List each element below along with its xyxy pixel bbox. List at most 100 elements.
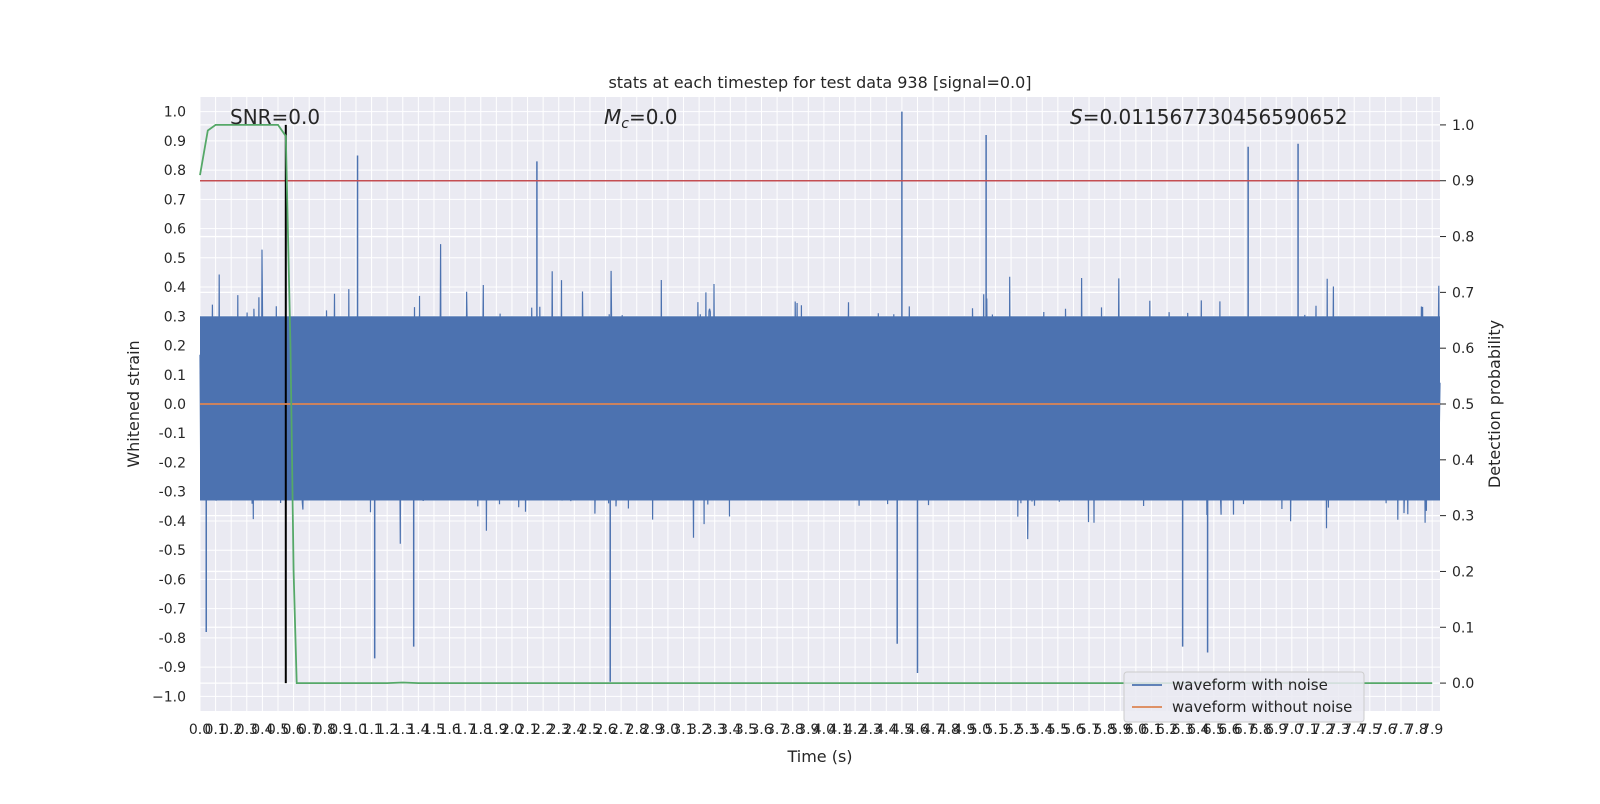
x-tick-label: 7.7 xyxy=(1390,722,1412,738)
y-tick-label-right: 1.0 xyxy=(1452,118,1474,134)
x-tick-label: 4.2 xyxy=(844,722,866,738)
x-tick-label: 5.3 xyxy=(1016,722,1038,738)
x-tick-label: 2.0 xyxy=(501,722,523,738)
x-tick-label: 5.6 xyxy=(1062,722,1084,738)
x-tick-label: 0.6 xyxy=(282,722,304,738)
legend-box xyxy=(1123,671,1365,723)
y-tick-label: -0.7 xyxy=(159,602,186,618)
y-tick-label: -0.9 xyxy=(159,660,186,676)
y-tick-label: 0.4 xyxy=(164,280,186,296)
x-tick-label: 6.6 xyxy=(1218,722,1240,738)
ticks: 0.00.10.20.30.40.50.60.70.80.91.01.11.21… xyxy=(152,105,1474,738)
legend: waveform with noise waveform without noi… xyxy=(1123,671,1365,723)
x-tick-label: 2.8 xyxy=(626,722,648,738)
detection-probability-line xyxy=(199,124,1433,684)
x-tick-label: 6.5 xyxy=(1203,722,1225,738)
x-axis-label: Time (s) xyxy=(786,747,852,766)
x-tick-label: 5.5 xyxy=(1047,722,1069,738)
series-lines xyxy=(199,124,1440,684)
waveform-with-noise-band xyxy=(200,316,1440,501)
x-tick-label: 1.1 xyxy=(360,722,382,738)
annotation-mc-subscript: c xyxy=(621,116,629,132)
x-tick-label: 3.2 xyxy=(688,722,710,738)
y-tick-label: 0.0 xyxy=(164,397,186,413)
x-tick-label: 4.7 xyxy=(922,722,944,738)
x-tick-label: 3.0 xyxy=(657,722,679,738)
x-tick-label: 1.2 xyxy=(376,722,398,738)
x-tick-label: 0.8 xyxy=(314,722,336,738)
x-tick-label: 1.6 xyxy=(438,722,460,738)
x-tick-label: 1.0 xyxy=(345,722,367,738)
y-tick-label: -0.6 xyxy=(159,572,186,588)
x-tick-label: 2.2 xyxy=(532,722,554,738)
x-tick-label: 6.0 xyxy=(1125,722,1147,738)
x-tick-label: 7.2 xyxy=(1312,722,1334,738)
y-tick-label: -0.3 xyxy=(159,485,186,501)
x-tick-label: 7.5 xyxy=(1359,722,1381,738)
y-tick-label: 0.8 xyxy=(164,163,186,179)
x-tick-label: 3.9 xyxy=(797,722,819,738)
x-tick-label: 7.8 xyxy=(1405,722,1427,738)
y-tick-label-right: 0.2 xyxy=(1452,564,1474,580)
x-tick-label: 6.3 xyxy=(1172,722,1194,738)
x-tick-label: 7.9 xyxy=(1421,722,1443,738)
x-tick-label: 2.6 xyxy=(594,722,616,738)
y-tick-label: 0.2 xyxy=(164,339,186,355)
x-tick-label: 6.7 xyxy=(1234,722,1256,738)
x-tick-label: 6.2 xyxy=(1156,722,1178,738)
x-tick-label: 2.3 xyxy=(548,722,570,738)
y-tick-label-right: 0.9 xyxy=(1452,174,1474,190)
x-tick-label: 1.5 xyxy=(423,722,445,738)
y-tick-label-right: 0.6 xyxy=(1452,341,1474,357)
x-tick-label: 2.5 xyxy=(579,722,601,738)
x-tick-label: 6.1 xyxy=(1140,722,1162,738)
x-tick-label: 3.4 xyxy=(719,722,741,738)
annotation-snr: SNR=0.0 xyxy=(230,105,320,129)
x-tick-label: 3.5 xyxy=(735,722,757,738)
y-tick-label-right: 0.1 xyxy=(1452,620,1474,636)
y-tick-label-right: 0.7 xyxy=(1452,285,1474,301)
y-tick-label-right: 0.3 xyxy=(1452,509,1474,525)
annotation-mc-symbol: M xyxy=(604,105,621,129)
y-tick-label: 0.5 xyxy=(164,251,186,267)
x-tick-label: 5.7 xyxy=(1078,722,1100,738)
y-tick-label: 1.0 xyxy=(164,105,186,121)
y-tick-label: 0.1 xyxy=(164,368,186,384)
x-tick-label: 1.4 xyxy=(407,722,429,738)
x-tick-label: 6.8 xyxy=(1249,722,1271,738)
x-tick-label: 4.0 xyxy=(813,722,835,738)
annotation-s: S=0.011567730456590652 xyxy=(1070,105,1348,129)
y-tick-label-right: 0.0 xyxy=(1452,676,1474,692)
y-tick-label: -0.5 xyxy=(159,543,186,559)
x-tick-label: 4.1 xyxy=(828,722,850,738)
x-tick-label: 3.7 xyxy=(766,722,788,738)
y-tick-label: -0.2 xyxy=(159,455,186,471)
y-tick-label: -0.8 xyxy=(159,631,186,647)
y-tick-label: -0.1 xyxy=(159,426,186,442)
y-tick-label-right: 0.5 xyxy=(1452,397,1474,413)
y-axis-label-right: Detection probability xyxy=(1485,320,1504,488)
x-tick-label: 2.9 xyxy=(641,722,663,738)
y-tick-label-right: 0.8 xyxy=(1452,230,1474,246)
x-tick-label: 0.2 xyxy=(220,722,242,738)
x-tick-label: 7.3 xyxy=(1327,722,1349,738)
x-tick-label: 0.0 xyxy=(189,722,211,738)
x-tick-label: 0.9 xyxy=(329,722,351,738)
x-tick-label: 3.3 xyxy=(704,722,726,738)
x-tick-label: 7.4 xyxy=(1343,722,1365,738)
x-tick-label: 4.3 xyxy=(860,722,882,738)
x-tick-label: 3.6 xyxy=(750,722,772,738)
x-tick-label: 4.5 xyxy=(891,722,913,738)
x-tick-label: 4.6 xyxy=(906,722,928,738)
annotation-s-value: =0.011567730456590652 xyxy=(1083,105,1348,129)
series-waveform-with-noise xyxy=(199,111,1441,682)
x-tick-label: 7.0 xyxy=(1281,722,1303,738)
x-tick-label: 5.2 xyxy=(1000,722,1022,738)
x-tick-label: 5.1 xyxy=(984,722,1006,738)
y-tick-label: 0.9 xyxy=(164,134,186,150)
legend-label-waveform-without-noise: waveform without noise xyxy=(1172,698,1352,716)
x-tick-label: 4.8 xyxy=(938,722,960,738)
y-tick-label: 0.6 xyxy=(164,222,186,238)
x-tick-label: 6.4 xyxy=(1187,722,1209,738)
y-axis-label: Whitened strain xyxy=(124,340,143,467)
